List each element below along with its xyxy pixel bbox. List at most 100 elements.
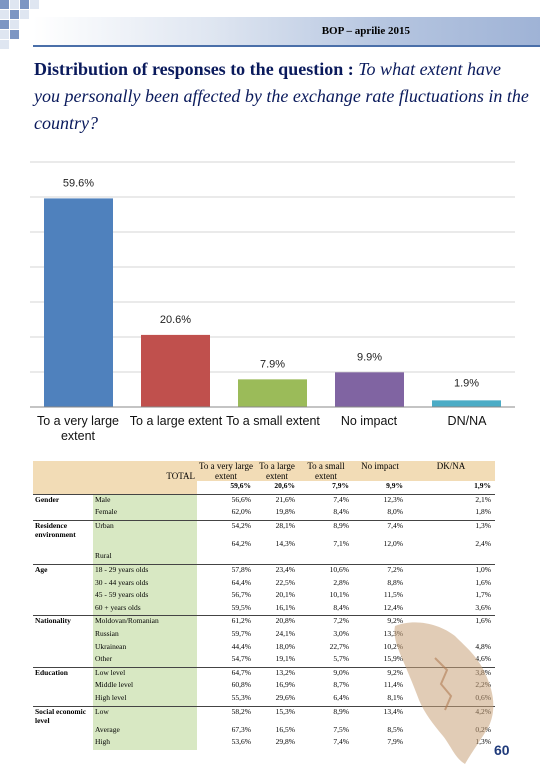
row-value: 4,8% [475,641,491,651]
row-value: 62,0% [231,507,251,517]
row-value: 1,0% [407,563,495,578]
row-value [197,551,255,564]
row-label: Female [93,507,197,521]
row-group-label [33,724,93,738]
row-value: 8,1% [387,692,403,702]
row-label: 18 - 29 years olds [93,563,197,578]
row-value: 2,1% [407,493,495,508]
row-label: Average [93,724,197,738]
header-divider [33,45,540,47]
row-label: Urban [93,519,197,539]
col-header: DK/NA [407,461,495,481]
row-value: 60,8% [231,680,251,690]
row-value: 64,7% [197,666,255,681]
col-header: To a small extent [299,461,353,481]
row-value: 20,1% [275,590,295,600]
row-value [353,551,407,564]
row-value: 15,9% [383,654,403,664]
table-row: 30 - 44 years olds 64,4% 22,5% 2,8% 8,8% 1,6% [33,577,495,591]
row-value: 7,2% [353,563,407,578]
row-value: 1,6% [475,577,491,587]
col-header: To a very large extent [197,461,255,481]
row-label: Moldovan/Romanian [93,615,197,629]
col-header: No impact [353,461,407,481]
decor-square [10,30,19,39]
x-tick-label: To a small extent [226,414,320,428]
table-row: 64,2% 14,3% 7,1% 12,0% 2,4% [33,538,495,552]
bar-chart: 59.6% 20.6% 7.9% 9.9% 1.9% [30,161,515,408]
row-value: 12,4% [383,602,403,612]
row-value: 59,5% [231,602,251,612]
row-group-label [33,577,93,591]
row-label: Low [93,705,197,725]
row-value: 55,3% [231,692,251,702]
row-value: 58,2% [197,705,255,725]
row-value: 59,7% [231,628,251,638]
row-value: 8,4% [333,507,349,517]
bar [44,198,113,407]
table-row: Nationality Moldovan/Romanian 61,2% 20,8% 7,… [33,615,495,629]
row-label: High [93,737,197,750]
row-value: 29,6% [275,692,295,702]
table-row: 45 - 59 years olds 56,7% 20,1% 10,1% 11,5% 1,… [33,590,495,603]
total-value: 7,9% [332,481,349,490]
row-group-label [33,641,93,655]
row-value: 9,0% [299,666,353,681]
row-value: 7,4% [333,737,349,747]
row-group-label: Social economic level [33,705,93,725]
row-value: 18,0% [275,641,295,651]
row-value: 20,8% [255,615,299,629]
decor-square [10,10,19,19]
row-value: 16,9% [275,680,295,690]
row-value: 22,7% [329,641,349,651]
row-group-label: Gender [33,493,93,508]
row-label: Low level [93,666,197,681]
moldova-map-watermark [394,622,494,764]
total-value: 1,9% [474,481,491,490]
row-value: 19,8% [275,507,295,517]
row-label: Ukrainean [93,641,197,655]
row-value: 8,8% [387,577,403,587]
row-value: 8,9% [299,519,353,539]
table-header-row: TOTAL To a very large extent To a large … [33,461,495,481]
row-value: 8,0% [387,507,403,517]
row-value: 7,9% [387,737,403,747]
row-label: Other [93,654,197,668]
row-value: 53,6% [231,737,251,747]
row-group-label: Age [33,563,93,578]
row-value: 19,1% [275,654,295,664]
row-value: 67,3% [231,724,251,734]
row-value: 2,8% [333,577,349,587]
total-value: 9,9% [386,481,403,490]
row-value: 56,6% [197,493,255,508]
table-row: Russian 59,7% 24,1% 3,0% 13,3% [33,628,495,642]
row-value: 56,7% [231,590,251,600]
table-row: High 53,6% 29,8% 7,4% 7,9% 1,3% [33,737,495,750]
row-value: 7,4% [299,493,353,508]
row-group-label [33,628,93,642]
breakdown-table: TOTAL To a very large extent To a large … [33,461,495,750]
bar [432,400,501,407]
row-value: 8,7% [333,680,349,690]
total-value: 20,6% [274,481,295,490]
decor-square [0,20,9,29]
row-value: 1,3% [407,519,495,539]
row-group-label [33,551,93,565]
row-label: 45 - 59 years olds [93,590,197,603]
row-value: 61,2% [197,615,255,629]
row-value: 10,6% [299,563,353,578]
row-group-label [33,507,93,521]
row-value [299,551,353,564]
chart-bars [44,198,501,407]
row-value: 28,1% [255,519,299,539]
header-title: BOP – aprilie 2015 [321,25,410,37]
row-value: 14,3% [275,538,295,548]
row-value: 8,5% [387,724,403,734]
question-lead: Distribution of responses to the questio… [34,59,359,79]
row-value: 11,5% [383,590,403,600]
row-value: 29,8% [275,737,295,747]
question-title: Distribution of responses to the questio… [34,56,530,137]
row-value: 44,4% [231,641,251,651]
row-label: High level [93,692,197,706]
